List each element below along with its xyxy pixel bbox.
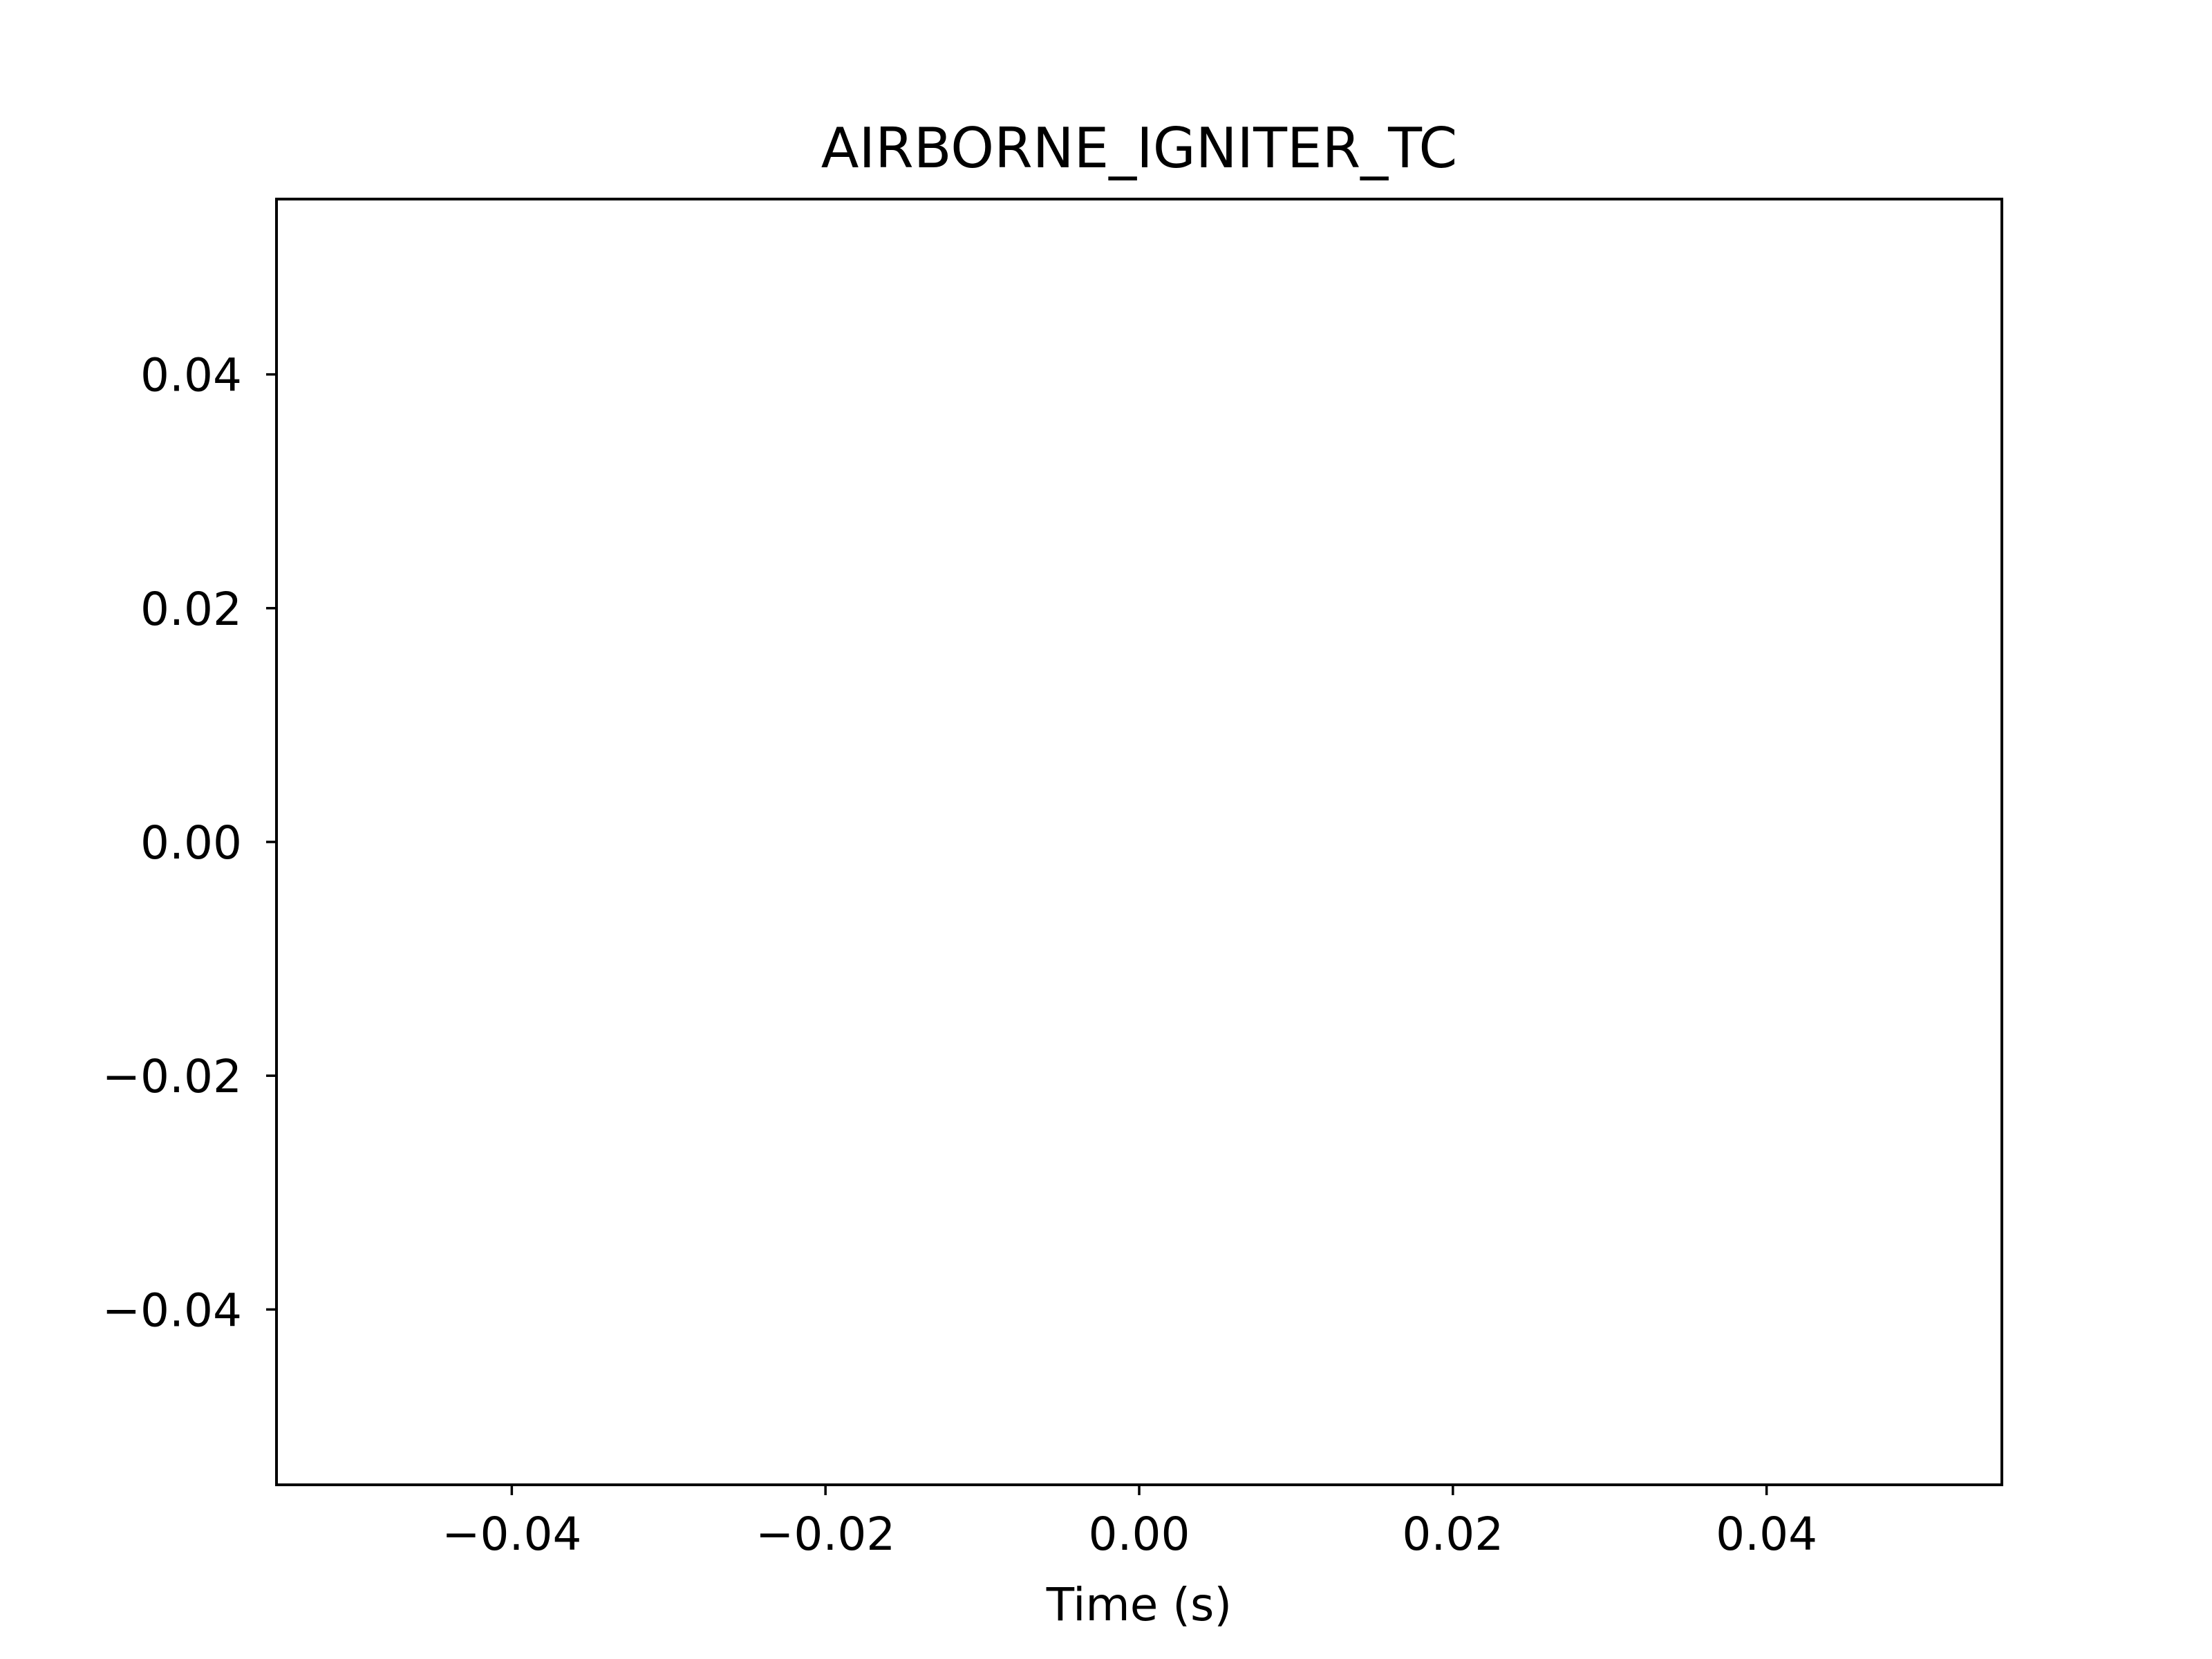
y-tick-label: −0.02 [102,1050,242,1103]
x-axis: −0.04 −0.02 0.00 0.02 0.04 [442,1485,1817,1561]
y-tick-label: 0.00 [140,816,242,870]
x-tick-label: 0.04 [1716,1508,1817,1561]
x-axis-label: Time (s) [1046,1578,1232,1631]
chart-title: AIRBORNE_IGNITER_TC [821,116,1457,180]
y-tick-label: 0.04 [140,349,242,402]
y-axis: −0.04 −0.02 0.00 0.02 0.04 [102,349,276,1337]
y-tick-label: −0.04 [102,1284,242,1337]
x-tick-label: −0.04 [442,1508,581,1561]
x-tick-label: 0.00 [1089,1508,1190,1561]
x-tick-label: −0.02 [756,1508,895,1561]
x-tick-label: 0.02 [1402,1508,1503,1561]
y-tick-label: 0.02 [140,583,242,636]
